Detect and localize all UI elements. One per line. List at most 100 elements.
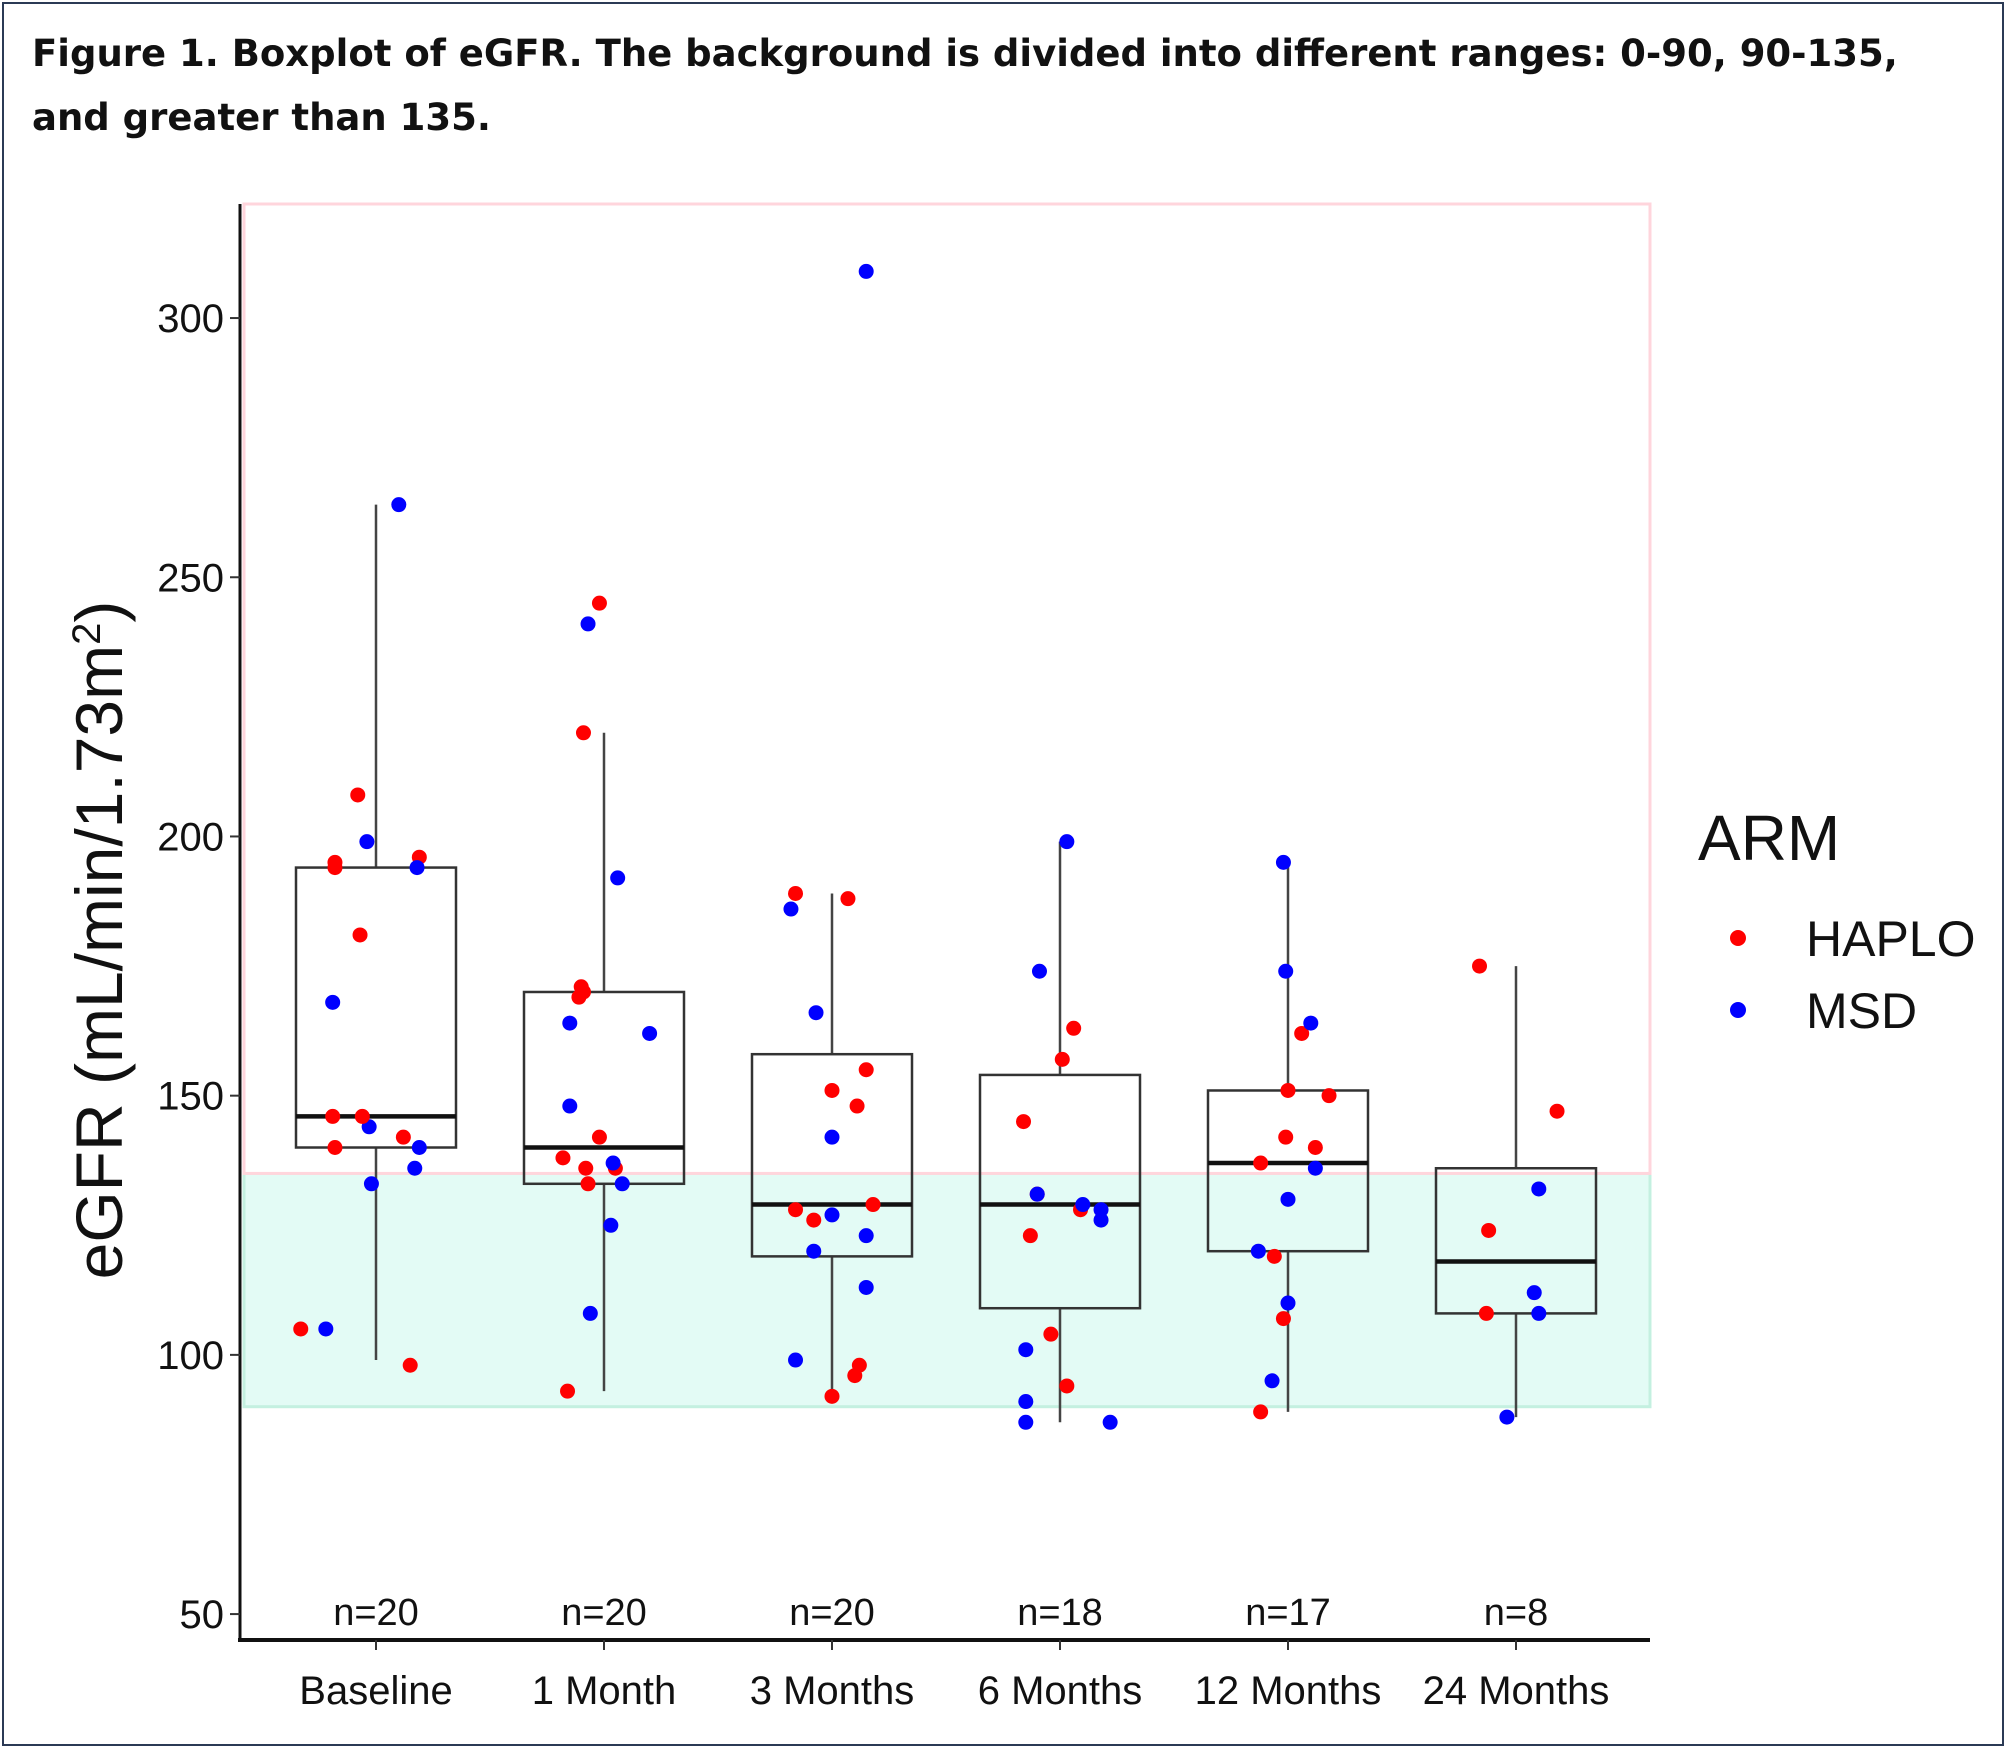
legend-label-msd: MSD (1806, 983, 1917, 1039)
data-point-msd (1526, 1285, 1542, 1301)
legend-title: ARM (1698, 802, 1840, 874)
data-point-haplo (849, 1098, 865, 1114)
box-iqr (522, 990, 686, 1186)
n-label: n=20 (561, 1592, 647, 1634)
data-point-haplo (1549, 1103, 1565, 1119)
data-point-msd (580, 616, 596, 632)
data-point-haplo (1253, 1404, 1269, 1420)
data-point-haplo (575, 725, 591, 741)
data-point-msd (1280, 1295, 1296, 1311)
data-point-msd (1018, 1342, 1034, 1358)
data-point-msd (1031, 963, 1047, 979)
figure-caption: Figure 1. Boxplot of eGFR. The backgroun… (32, 32, 1898, 139)
data-point-msd (411, 1140, 427, 1156)
data-point-msd (1280, 1191, 1296, 1207)
data-point-haplo (1307, 1140, 1323, 1156)
data-point-haplo (1022, 1228, 1038, 1244)
data-point-haplo (788, 1202, 804, 1218)
data-point-msd (582, 1305, 598, 1321)
data-point-msd (1307, 1160, 1323, 1176)
data-point-haplo (788, 885, 804, 901)
data-point-msd (562, 1015, 578, 1031)
n-label: n=8 (1484, 1592, 1548, 1634)
axes: 50 100 150 200 250 300 Baseline 1 Month 3 Months… (157, 204, 1650, 1713)
data-point-haplo (1253, 1155, 1269, 1171)
data-point-haplo (293, 1321, 309, 1337)
data-point-msd (858, 263, 874, 279)
data-point-haplo (806, 1212, 822, 1228)
background-ranges (242, 202, 1652, 1409)
box-iqr (978, 1073, 1142, 1310)
data-point-msd (858, 1228, 874, 1244)
data-point-haplo (1054, 1051, 1070, 1067)
x-tick-label: 24 Months (1423, 1669, 1610, 1713)
data-point-msd (605, 1155, 621, 1171)
data-point-msd (603, 1217, 619, 1233)
data-point-haplo (858, 1062, 874, 1078)
data-point-haplo (395, 1129, 411, 1145)
data-point-msd (1275, 854, 1291, 870)
data-point-haplo (591, 1129, 607, 1145)
n-label: n=20 (333, 1592, 419, 1634)
data-point-msd (788, 1352, 804, 1368)
x-tick-label: 12 Months (1195, 1669, 1382, 1713)
data-point-msd (858, 1279, 874, 1295)
background-range-1 (242, 202, 1652, 1175)
data-point-msd (562, 1098, 578, 1114)
y-tick-label: 200 (157, 815, 224, 859)
n-label: n=20 (789, 1592, 875, 1634)
data-point-haplo (824, 1082, 840, 1098)
data-point-haplo (1280, 1082, 1296, 1098)
data-point-haplo (580, 1176, 596, 1192)
data-point-haplo (1321, 1088, 1337, 1104)
y-tick-label: 250 (157, 556, 224, 600)
data-point-haplo (578, 1160, 594, 1176)
data-point-msd (1264, 1373, 1280, 1389)
box-iqr (1434, 1166, 1598, 1315)
data-point-msd (824, 1207, 840, 1223)
background-range-0 (242, 1171, 1652, 1409)
data-points (293, 263, 1565, 1430)
data-point-haplo (573, 979, 589, 995)
data-point-haplo (1294, 1025, 1310, 1041)
data-point-haplo (865, 1197, 881, 1213)
data-point-haplo (1275, 1311, 1291, 1327)
legend-marker-haplo (1730, 930, 1746, 946)
y-tick-label: 50 (180, 1593, 225, 1637)
legend: ARM HAPLO MSD (1698, 802, 1976, 1039)
labels: eGFR (mL/min/1.73m2) n=20 n=20 n=20 n=18 n=17… (62, 601, 1548, 1634)
data-point-msd (359, 834, 375, 850)
n-label: n=18 (1017, 1592, 1103, 1634)
y-axis-title: eGFR (mL/min/1.73m2) (62, 601, 136, 1280)
data-point-haplo (1472, 958, 1488, 974)
x-tick-label: 3 Months (750, 1669, 915, 1713)
box-iqr (750, 1052, 914, 1258)
data-point-haplo (402, 1357, 418, 1373)
data-point-haplo (325, 1108, 341, 1124)
y-tick-label: 100 (157, 1334, 224, 1378)
data-point-haplo (555, 1150, 571, 1166)
legend-label-haplo: HAPLO (1806, 911, 1976, 967)
data-point-haplo (1016, 1114, 1032, 1130)
data-point-msd (1499, 1409, 1515, 1425)
box-iqr (294, 866, 458, 1149)
data-point-haplo (1278, 1129, 1294, 1145)
data-point-haplo (354, 1108, 370, 1124)
y-tick-label: 150 (157, 1075, 224, 1119)
data-point-msd (407, 1160, 423, 1176)
data-point-msd (1093, 1202, 1109, 1218)
data-point-haplo (1478, 1305, 1494, 1321)
data-point-msd (1531, 1181, 1547, 1197)
data-point-msd (1018, 1414, 1034, 1430)
data-point-haplo (1043, 1326, 1059, 1342)
data-point-msd (610, 870, 626, 886)
data-point-haplo (1481, 1222, 1497, 1238)
data-point-msd (409, 860, 425, 876)
data-point-msd (318, 1321, 334, 1337)
data-point-msd (1102, 1414, 1118, 1430)
data-point-msd (614, 1176, 630, 1192)
data-point-haplo (840, 891, 856, 907)
data-point-msd (806, 1243, 822, 1259)
